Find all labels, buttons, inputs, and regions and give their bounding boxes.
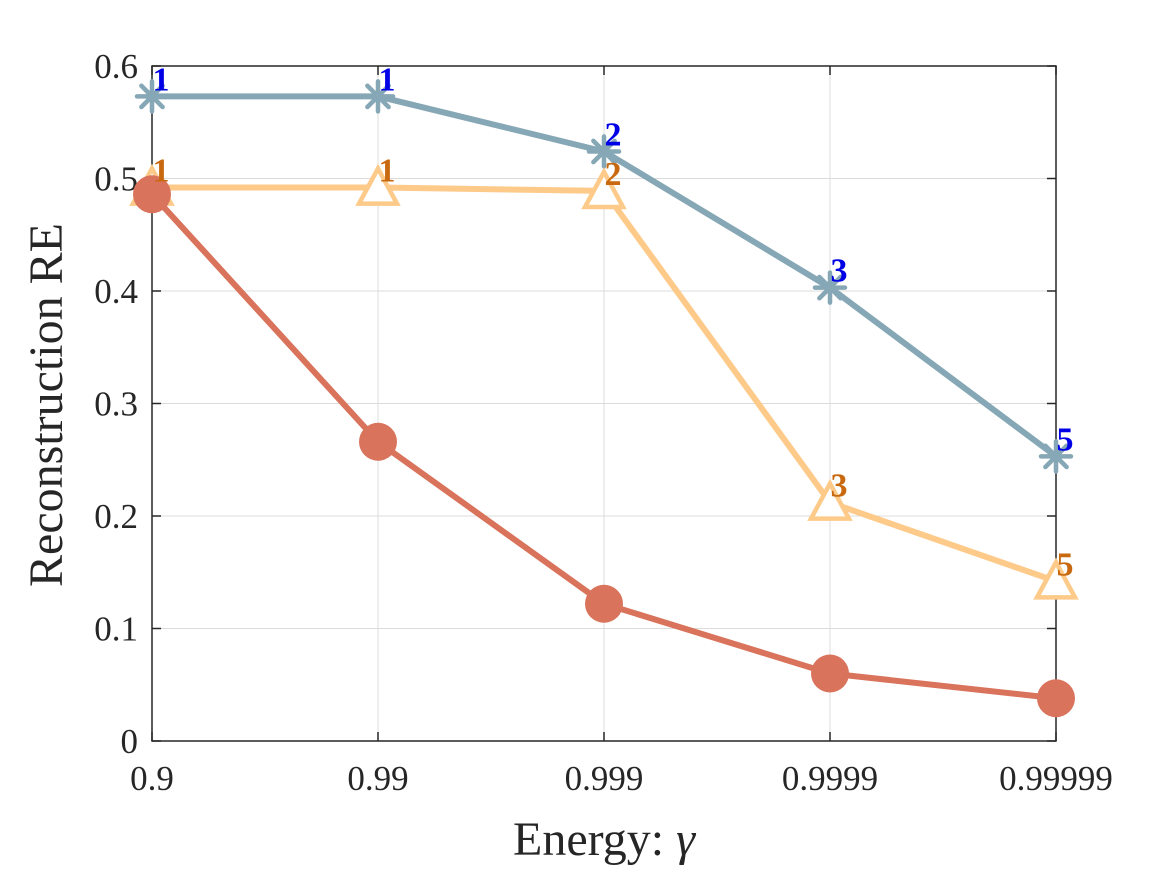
x-tick-label: 0.999 [565, 759, 644, 798]
point-annotation: 5 [1057, 546, 1074, 583]
star-marker [586, 134, 622, 169]
point-annotation: 2 [605, 117, 622, 154]
star-marker [812, 270, 848, 305]
x-tick-label: 0.99 [347, 759, 408, 798]
triangle-marker [581, 167, 627, 210]
series-red-circle [133, 175, 1075, 718]
y-tick-label: 0.2 [94, 497, 138, 536]
circle-marker [585, 584, 623, 623]
point-annotation: 3 [831, 253, 848, 290]
y-tick-label: 0.5 [94, 160, 138, 199]
axis-ticks: 0.9 0.99 0.999 0.9999 0.99999 0 0.1 0.2 0.3 0.4 0.… [94, 47, 1113, 798]
point-annotation: 2 [605, 156, 622, 193]
x-tick-label: 0.9999 [782, 759, 878, 798]
y-axis-title: Reconstruction RE [20, 223, 73, 587]
point-annotation: 1 [153, 153, 170, 190]
y-tick-label: 0.3 [94, 385, 138, 424]
x-axis-title-text: Energy: [513, 813, 676, 866]
star-marker [360, 79, 396, 114]
annotation-layer: 1 1 2 3 5 1 1 2 3 5 [153, 61, 1074, 583]
x-tick-label: 0.9 [130, 759, 174, 798]
x-tick-label: 0.99999 [999, 759, 1113, 798]
circle-marker [811, 654, 849, 693]
x-axis-title-symbol: γ [676, 813, 696, 866]
triangle-marker [1033, 557, 1079, 600]
triangle-marker [355, 163, 401, 206]
circle-marker [133, 175, 171, 214]
point-annotation: 1 [379, 61, 396, 98]
circle-marker [359, 422, 397, 461]
x-axis-title: Energy: γ [513, 813, 696, 866]
series-layer [129, 79, 1079, 718]
star-marker [1038, 439, 1074, 474]
y-tick-label: 0.1 [94, 610, 138, 649]
y-tick-label: 0 [121, 722, 139, 761]
y-tick-label: 0.6 [94, 47, 138, 86]
star-marker [134, 79, 170, 114]
series-blue-star [134, 79, 1074, 474]
point-annotation: 3 [831, 468, 848, 505]
circle-marker [1037, 679, 1075, 718]
point-annotation: 5 [1057, 421, 1074, 458]
y-tick-label: 0.4 [94, 272, 138, 311]
triangle-marker [807, 478, 853, 521]
point-annotation: 1 [153, 61, 170, 98]
point-annotation: 1 [379, 153, 396, 190]
